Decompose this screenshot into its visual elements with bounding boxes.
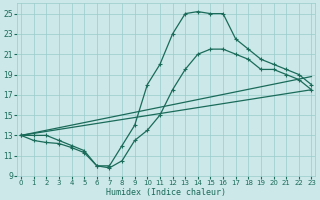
X-axis label: Humidex (Indice chaleur): Humidex (Indice chaleur) (106, 188, 226, 197)
